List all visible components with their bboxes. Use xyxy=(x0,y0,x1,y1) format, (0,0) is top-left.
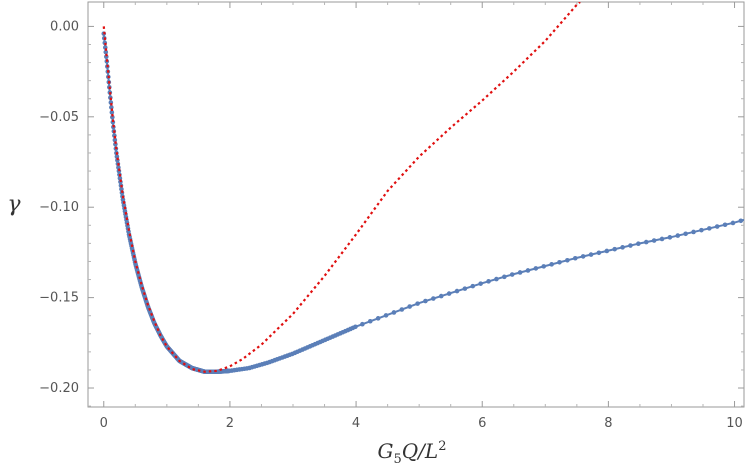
series-point xyxy=(517,270,523,275)
series-point xyxy=(691,229,696,235)
x-tick-label: 0 xyxy=(100,416,108,431)
series-point xyxy=(604,248,610,254)
series-point xyxy=(596,250,602,256)
series-point xyxy=(565,257,570,263)
series-point xyxy=(415,301,420,306)
series-point xyxy=(383,313,389,318)
series-point xyxy=(391,310,397,315)
series-point xyxy=(675,233,681,238)
series-point xyxy=(119,186,124,192)
series-point xyxy=(353,324,358,330)
series-point xyxy=(714,224,720,229)
series-point xyxy=(462,286,468,291)
plot-border xyxy=(87,1,745,408)
x-tick-label: 10 xyxy=(726,416,743,431)
series-point xyxy=(722,222,728,228)
series-point xyxy=(572,255,578,261)
series-point xyxy=(446,291,452,296)
series-point xyxy=(423,298,428,304)
series-point xyxy=(109,110,115,115)
series-1 xyxy=(101,31,744,375)
series-point xyxy=(407,304,412,309)
y-tick-label: −0.15 xyxy=(39,291,79,306)
series-point xyxy=(112,137,118,143)
x-tick-label: 8 xyxy=(604,416,612,431)
y-tick-label: −0.05 xyxy=(39,110,79,125)
series-point xyxy=(549,262,554,267)
series-point xyxy=(580,254,586,259)
y-tick-label: 0.00 xyxy=(50,19,79,34)
series-point xyxy=(478,281,483,286)
series-point xyxy=(699,227,704,233)
series-point xyxy=(612,246,617,252)
y-tick-label: −0.10 xyxy=(39,200,79,215)
series-point xyxy=(367,318,373,324)
series-point xyxy=(103,49,109,55)
x-axis-label-sub: 5 xyxy=(394,452,402,467)
series-point xyxy=(636,241,641,247)
series-point xyxy=(509,272,515,277)
series-point xyxy=(683,231,688,237)
series-layer xyxy=(101,2,744,375)
x-tick-label: 4 xyxy=(352,416,360,431)
series-point xyxy=(620,245,625,250)
axis-ticks xyxy=(88,2,744,407)
series-point xyxy=(431,296,436,301)
series-point xyxy=(643,239,649,245)
plot-frame xyxy=(87,1,745,408)
x-axis-label-rest: Q/L xyxy=(402,439,438,463)
series-point xyxy=(494,276,499,282)
series-line xyxy=(102,2,581,373)
series-point xyxy=(659,236,665,242)
series-point xyxy=(730,220,736,226)
series-point xyxy=(667,235,673,240)
series-point xyxy=(360,321,365,327)
y-axis-label: γ xyxy=(7,192,21,217)
series-point xyxy=(502,274,507,280)
series-point xyxy=(486,279,491,284)
series-line xyxy=(102,33,744,373)
series-point xyxy=(438,293,444,299)
series-point xyxy=(557,260,562,265)
series-point xyxy=(525,268,531,273)
x-tick-label: 2 xyxy=(226,416,234,431)
series-point xyxy=(628,243,633,248)
x-tick-label: 6 xyxy=(478,416,486,431)
series-point xyxy=(588,252,594,257)
series-point xyxy=(541,264,547,269)
series-2 xyxy=(102,2,581,373)
series-point xyxy=(651,238,657,243)
series-point xyxy=(738,218,744,224)
x-axis-label-g: G xyxy=(378,439,394,463)
svg-text:G5Q/L2: G5Q/L2 xyxy=(378,439,447,467)
x-axis-label-sup: 2 xyxy=(438,439,446,454)
series-point xyxy=(454,288,460,294)
x-axis-label: G5Q/L2 xyxy=(378,439,447,467)
y-tick-label: −0.20 xyxy=(39,381,79,396)
series-point xyxy=(375,316,381,321)
series-point xyxy=(533,266,539,271)
tick-labels: 0 2 4 6 8 10 0.00 −0.05 −0.10 −0.15 −0.20 xyxy=(39,19,743,431)
series-point xyxy=(470,283,476,289)
series-point xyxy=(707,226,712,231)
series-point xyxy=(399,307,405,312)
